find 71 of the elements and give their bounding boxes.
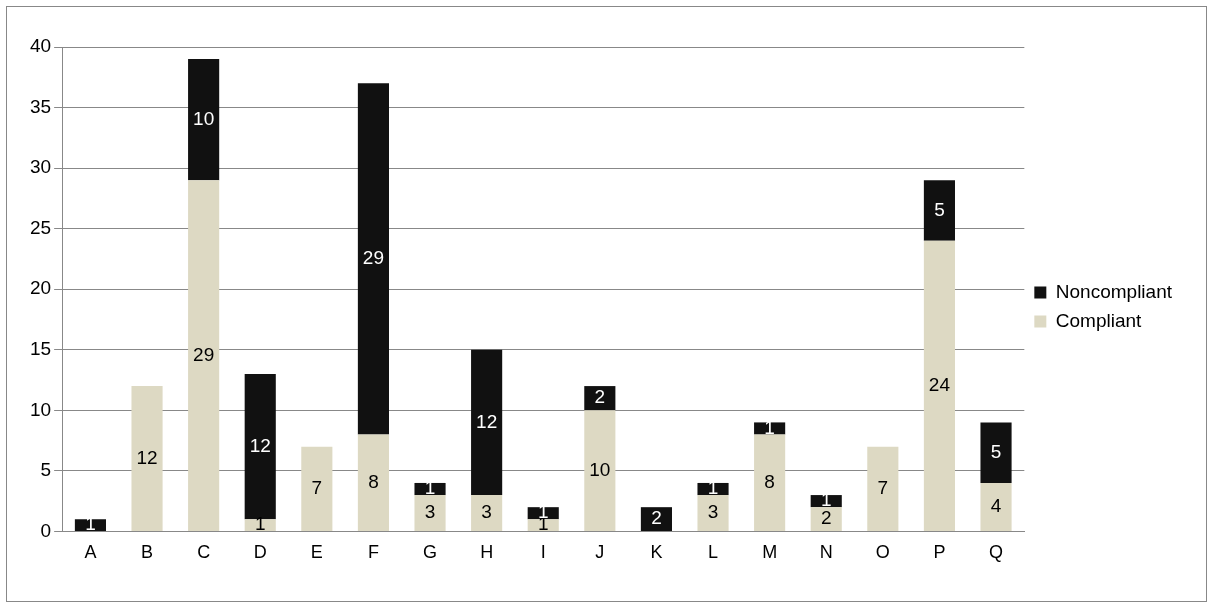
x-tick-label: A — [84, 542, 97, 563]
bar — [301, 446, 333, 531]
bar — [357, 434, 389, 531]
legend-label: Compliant — [1055, 309, 1143, 331]
data-label: 24 — [928, 374, 951, 396]
x-tick-label: F — [367, 542, 379, 563]
bar — [980, 482, 1012, 531]
y-tick-label: 5 — [40, 459, 52, 481]
x-tick-label: Q — [989, 542, 1004, 563]
data-label: 7 — [311, 477, 323, 498]
data-label: 7 — [877, 477, 889, 498]
data-label: 3 — [481, 501, 492, 523]
bar — [754, 422, 786, 435]
y-tick-label: 40 — [29, 35, 52, 57]
x-tick-label: G — [423, 542, 438, 563]
x-tick-label: H — [480, 542, 494, 563]
data-label: 3 — [424, 501, 436, 523]
legend-label: Noncompliant — [1055, 280, 1173, 302]
y-tick-label: 0 — [40, 519, 52, 541]
data-label: 2 — [820, 507, 832, 529]
data-label: 12 — [476, 410, 498, 432]
data-label: 29 — [362, 247, 384, 269]
bar — [188, 59, 220, 181]
bar — [131, 386, 163, 531]
y-tick-label: 35 — [29, 95, 52, 117]
y-tick-label: 15 — [29, 337, 52, 359]
x-tick-label: J — [595, 542, 605, 563]
data-label: 8 — [764, 470, 775, 492]
bar — [980, 422, 1012, 483]
data-label: 2 — [651, 507, 662, 529]
bar — [697, 495, 729, 531]
data-label: 10 — [193, 107, 215, 129]
data-label: 10 — [589, 458, 611, 480]
data-label: 5 — [990, 440, 1002, 462]
bar — [471, 349, 503, 496]
x-tick-label: N — [819, 542, 833, 563]
x-tick-label: E — [310, 542, 323, 563]
bar — [810, 507, 842, 531]
x-tick-label: L — [708, 542, 719, 563]
data-label: 29 — [193, 343, 215, 365]
y-tick-label: 20 — [29, 277, 52, 299]
bar — [754, 434, 786, 531]
x-tick-label: C — [197, 542, 211, 563]
bar — [357, 83, 389, 435]
data-label: 8 — [368, 470, 379, 492]
y-tick-label: 25 — [29, 216, 52, 238]
data-label: 5 — [934, 198, 945, 220]
data-label: 1 — [254, 513, 266, 535]
data-label: 3 — [707, 501, 719, 523]
data-label: 4 — [990, 495, 1002, 517]
bar — [923, 180, 955, 241]
data-label: 12 — [249, 434, 271, 456]
bar — [414, 495, 446, 531]
x-tick-label: D — [253, 542, 267, 563]
x-tick-label: P — [933, 542, 946, 563]
bar — [471, 495, 503, 531]
x-tick-label: O — [875, 542, 890, 563]
bar — [867, 446, 899, 531]
bar — [584, 410, 616, 531]
x-tick-label: I — [540, 542, 546, 563]
bar — [74, 519, 106, 531]
data-label: 2 — [594, 386, 606, 408]
x-tick-label: M — [762, 542, 778, 563]
x-tick-label: B — [141, 542, 154, 563]
data-label: 12 — [136, 446, 158, 468]
bar — [188, 180, 220, 531]
y-tick-label: 10 — [29, 398, 52, 420]
bar — [640, 507, 672, 531]
bar — [923, 240, 955, 531]
y-tick-label: 30 — [29, 156, 52, 178]
x-tick-label: K — [650, 542, 663, 563]
